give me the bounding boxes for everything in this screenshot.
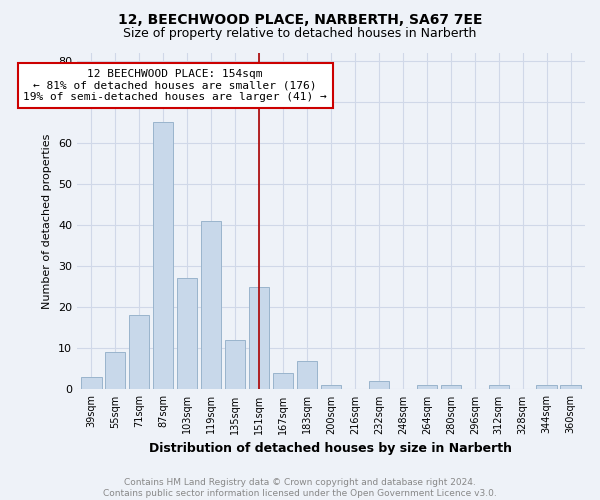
Bar xyxy=(440,386,461,390)
Bar xyxy=(81,377,101,390)
Bar xyxy=(153,122,173,390)
Text: Size of property relative to detached houses in Narberth: Size of property relative to detached ho… xyxy=(124,28,476,40)
Text: 12 BEECHWOOD PLACE: 154sqm
← 81% of detached houses are smaller (176)
19% of sem: 12 BEECHWOOD PLACE: 154sqm ← 81% of deta… xyxy=(23,69,327,102)
Bar xyxy=(273,373,293,390)
Bar xyxy=(536,386,557,390)
Bar xyxy=(177,278,197,390)
Bar xyxy=(369,381,389,390)
Bar xyxy=(201,221,221,390)
Bar xyxy=(225,340,245,390)
Bar xyxy=(105,352,125,390)
Bar xyxy=(297,360,317,390)
Bar xyxy=(321,386,341,390)
Bar xyxy=(560,386,581,390)
Y-axis label: Number of detached properties: Number of detached properties xyxy=(43,134,52,308)
Text: Contains HM Land Registry data © Crown copyright and database right 2024.
Contai: Contains HM Land Registry data © Crown c… xyxy=(103,478,497,498)
Text: 12, BEECHWOOD PLACE, NARBERTH, SA67 7EE: 12, BEECHWOOD PLACE, NARBERTH, SA67 7EE xyxy=(118,12,482,26)
Bar xyxy=(249,286,269,390)
Bar xyxy=(129,316,149,390)
Bar xyxy=(416,386,437,390)
Bar xyxy=(488,386,509,390)
X-axis label: Distribution of detached houses by size in Narberth: Distribution of detached houses by size … xyxy=(149,442,512,455)
